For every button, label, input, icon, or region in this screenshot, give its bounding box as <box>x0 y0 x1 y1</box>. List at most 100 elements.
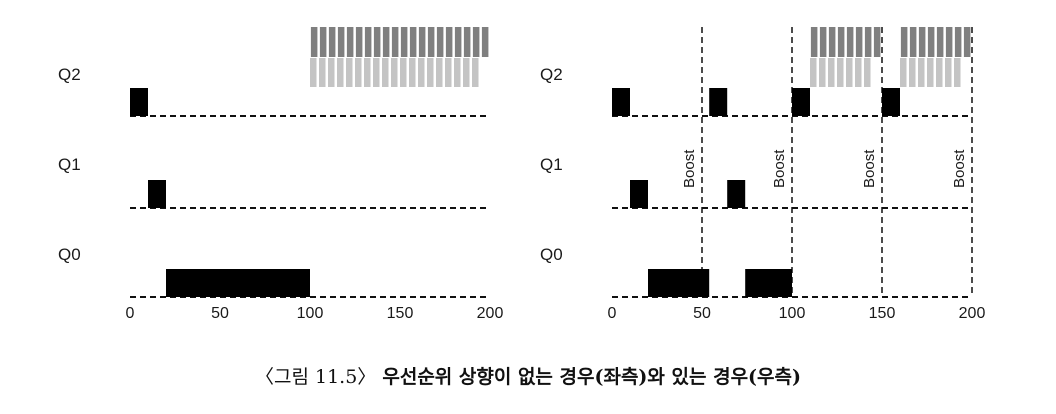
io-stripe-dark <box>445 27 453 57</box>
x-tick-label: 100 <box>297 305 324 322</box>
io-stripe-dark <box>337 27 345 57</box>
io-stripe-light <box>337 58 344 87</box>
run-block-q0 <box>648 269 710 297</box>
io-stripe-light <box>427 58 434 87</box>
queue-label-q0: Q0 <box>58 245 81 264</box>
io-stripe-dark <box>954 27 962 57</box>
io-stripe-dark <box>364 27 372 57</box>
x-tick-label: 0 <box>608 305 617 322</box>
io-stripe-dark <box>819 27 827 57</box>
io-stripe-light <box>918 58 925 87</box>
io-stripe-dark <box>810 27 818 57</box>
io-stripe-light <box>310 58 317 87</box>
io-stripe-light <box>472 58 479 87</box>
run-block-q2 <box>882 88 900 116</box>
io-stripe-dark <box>855 27 863 57</box>
run-block-q2 <box>130 88 148 116</box>
io-stripe-light <box>909 58 916 87</box>
boost-label: Boost <box>951 149 968 188</box>
x-tick-label: 50 <box>211 305 229 322</box>
io-stripe-dark <box>828 27 836 57</box>
io-stripe-dark <box>864 27 872 57</box>
run-block-q2 <box>792 88 810 116</box>
io-stripe-dark <box>400 27 408 57</box>
io-stripe-light <box>864 58 871 87</box>
io-stripe-dark <box>900 27 908 57</box>
run-block-q1 <box>630 180 648 208</box>
io-stripe-light <box>936 58 943 87</box>
x-tick-label: 100 <box>779 305 806 322</box>
io-stripe-dark <box>945 27 953 57</box>
io-stripe-dark <box>310 27 318 57</box>
io-stripe-dark <box>328 27 336 57</box>
x-tick-label: 200 <box>959 305 986 322</box>
io-stripe-light <box>391 58 398 87</box>
run-block-q2 <box>709 88 728 116</box>
io-stripe-dark <box>427 27 435 57</box>
io-stripe-light <box>954 58 961 87</box>
io-stripe-light <box>810 58 817 87</box>
io-stripe-light <box>436 58 443 87</box>
queue-label-q2: Q2 <box>58 65 81 84</box>
io-stripe-light <box>837 58 844 87</box>
io-stripe-light <box>382 58 389 87</box>
io-stripe-dark <box>963 27 971 57</box>
io-stripe-dark <box>436 27 444 57</box>
x-tick-label: 200 <box>477 305 504 322</box>
io-stripe-light <box>328 58 335 87</box>
run-block-q1 <box>148 180 166 208</box>
io-stripe-dark <box>837 27 845 57</box>
boost-label: Boost <box>681 149 698 188</box>
io-stripe-light <box>900 58 907 87</box>
io-stripe-light <box>846 58 853 87</box>
io-stripe-dark <box>918 27 926 57</box>
queue-label-q1: Q1 <box>58 155 81 174</box>
io-stripe-dark <box>481 27 489 57</box>
io-stripe-light <box>445 58 452 87</box>
figure-caption: 〈그림 11.5〉 우선순위 상향이 없는 경우(좌측)와 있는 경우(우측) <box>0 362 1056 389</box>
io-stripe-dark <box>927 27 935 57</box>
io-stripe-dark <box>454 27 462 57</box>
io-stripe-dark <box>382 27 390 57</box>
io-stripe-dark <box>936 27 944 57</box>
queue-label-q2: Q2 <box>540 65 563 84</box>
io-stripe-dark <box>355 27 363 57</box>
caption-figure-number: 〈그림 11.5〉 <box>255 366 377 388</box>
io-stripe-light <box>819 58 826 87</box>
run-block-q0 <box>166 269 310 297</box>
io-stripe-light <box>364 58 371 87</box>
io-stripe-light <box>409 58 416 87</box>
io-stripe-light <box>945 58 952 87</box>
io-stripe-light <box>373 58 380 87</box>
boost-label: Boost <box>771 149 788 188</box>
boost-label: Boost <box>861 149 878 188</box>
io-stripe-light <box>463 58 470 87</box>
io-stripe-dark <box>846 27 854 57</box>
io-stripe-light <box>418 58 425 87</box>
io-stripe-dark <box>319 27 327 57</box>
x-tick-label: 150 <box>387 305 414 322</box>
io-stripe-dark <box>346 27 354 57</box>
io-stripe-dark <box>418 27 426 57</box>
x-tick-label: 150 <box>869 305 896 322</box>
io-stripe-dark <box>391 27 399 57</box>
io-stripe-dark <box>373 27 381 57</box>
io-stripe-light <box>346 58 353 87</box>
io-stripe-light <box>855 58 862 87</box>
io-stripe-dark <box>463 27 471 57</box>
io-stripe-light <box>400 58 407 87</box>
io-stripe-dark <box>873 27 881 57</box>
io-stripe-dark <box>909 27 917 57</box>
queue-label-q0: Q0 <box>540 245 563 264</box>
run-block-q2 <box>612 88 630 116</box>
x-tick-label: 0 <box>126 305 135 322</box>
timeline-with-boost: Q2 Q1 Q0 0 50 100 150 200 Boost Boost Boost Boost <box>540 27 985 322</box>
io-stripe-light <box>454 58 461 87</box>
run-block-q1 <box>727 180 746 208</box>
io-stripe-light <box>355 58 362 87</box>
caption-text: 우선순위 상향이 없는 경우(좌측)와 있는 경우(우측) <box>382 366 801 388</box>
queue-label-q1: Q1 <box>540 155 563 174</box>
io-stripe-light <box>319 58 326 87</box>
x-tick-label: 50 <box>693 305 711 322</box>
io-stripe-light <box>828 58 835 87</box>
